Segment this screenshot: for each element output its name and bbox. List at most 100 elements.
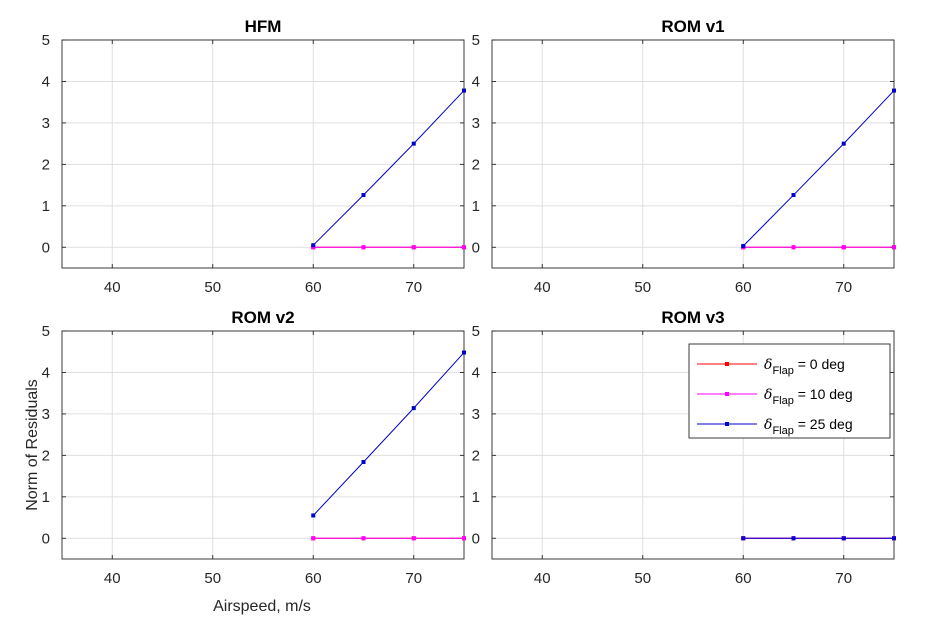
x-tick-label: 40 [534, 279, 551, 296]
legend-subscript: Flap [772, 425, 793, 437]
series-3 [311, 350, 466, 518]
data-point [361, 245, 366, 250]
data-point [411, 245, 416, 250]
series-2 [311, 536, 466, 541]
series-2 [311, 245, 466, 250]
legend-swatch-marker [725, 362, 729, 366]
y-tick-label: 2 [472, 156, 480, 173]
series-line [312, 352, 465, 516]
data-point [462, 88, 466, 93]
legend-entry: δFlap = 0 deg [697, 356, 845, 377]
x-tick-label: 40 [534, 570, 551, 587]
y-tick-label: 0 [472, 239, 480, 256]
y-tick-label: 3 [472, 406, 480, 423]
legend-label: δFlap = 25 deg [764, 416, 853, 437]
x-tick-label: 50 [634, 279, 651, 296]
series-3 [741, 88, 896, 249]
y-tick-label: 1 [472, 489, 480, 506]
y-tick-label: 3 [472, 115, 480, 132]
y-tick-label: 2 [472, 447, 480, 464]
series-line [312, 90, 465, 246]
axes-frame [491, 330, 895, 560]
x-tick-label: 60 [305, 570, 322, 587]
data-point [791, 245, 796, 250]
data-point [361, 193, 366, 198]
data-point [741, 244, 746, 249]
data-point [411, 406, 416, 411]
data-point [311, 536, 316, 541]
x-tick-label: 50 [634, 570, 651, 587]
subplot-2: 40 50 60 70 0 1 2 3 4 5 ROM v1 [472, 17, 896, 296]
x-tick-label: 50 [204, 570, 221, 587]
x-tick-label: 70 [835, 279, 852, 296]
y-tick-label: 0 [42, 530, 50, 547]
data-point [361, 536, 366, 541]
data-point [892, 245, 896, 250]
legend-suffix: = 25 deg [794, 416, 853, 432]
data-point [741, 536, 746, 541]
y-tick-label: 4 [472, 364, 480, 381]
y-axis-label: Norm of Residuals [24, 379, 41, 511]
y-tick-label: 5 [472, 32, 480, 49]
legend-subscript: Flap [772, 395, 793, 407]
legend-box [688, 343, 891, 439]
y-tick-label: 3 [42, 406, 50, 423]
plot-area [62, 40, 464, 268]
data-point [841, 141, 846, 146]
subplot-title: HFM [245, 17, 282, 36]
subplot-title: ROM v1 [661, 17, 724, 36]
legend-symbol: δ [764, 417, 772, 433]
y-tick-label: 4 [42, 73, 50, 90]
x-axis-label: Airspeed, m/s [213, 598, 311, 615]
x-tick-label: 70 [405, 570, 422, 587]
x-tick-label: 40 [104, 570, 121, 587]
data-point [311, 513, 316, 518]
legend-symbol: δ [764, 387, 772, 403]
data-point [311, 245, 316, 250]
y-tick-label: 1 [42, 489, 50, 506]
series-3 [741, 536, 896, 541]
data-point [892, 88, 896, 93]
legend-suffix: = 0 deg [794, 356, 845, 372]
x-tick-label: 50 [204, 279, 221, 296]
data-point [462, 350, 466, 355]
y-tick-label: 5 [42, 323, 50, 340]
series-line [742, 90, 895, 247]
legend-label: δFlap = 10 deg [764, 386, 853, 407]
subplot-title: ROM v2 [231, 308, 294, 327]
y-tick-label: 1 [42, 198, 50, 215]
data-point [791, 536, 796, 541]
y-tick-label: 0 [42, 239, 50, 256]
legend-symbol: δ [764, 357, 772, 373]
axes-frame [61, 330, 465, 560]
legend-subscript: Flap [772, 365, 793, 377]
y-tick-label: 4 [42, 364, 50, 381]
legend-swatch-marker [725, 422, 729, 426]
legend-suffix: = 10 deg [794, 386, 853, 402]
x-tick-label: 60 [735, 570, 752, 587]
x-tick-label: 60 [735, 279, 752, 296]
subplot-1: 40 50 60 70 0 1 2 3 4 5 HFM [42, 17, 466, 296]
y-tick-label: 5 [472, 323, 480, 340]
data-point [462, 245, 466, 250]
y-tick-label: 3 [42, 115, 50, 132]
legend-label: δFlap = 0 deg [764, 356, 845, 377]
legend-entry: δFlap = 10 deg [697, 386, 853, 407]
data-point [311, 243, 316, 248]
axes-frame [61, 39, 465, 269]
plot-area [492, 40, 894, 268]
data-point [892, 536, 896, 541]
x-tick-label: 70 [405, 279, 422, 296]
y-tick-label: 4 [472, 73, 480, 90]
data-point [411, 141, 416, 146]
x-tick-label: 40 [104, 279, 121, 296]
data-point [361, 459, 366, 464]
x-tick-label: 60 [305, 279, 322, 296]
series-3 [311, 88, 466, 248]
data-point [462, 536, 466, 541]
y-tick-label: 5 [42, 32, 50, 49]
y-tick-label: 1 [472, 198, 480, 215]
